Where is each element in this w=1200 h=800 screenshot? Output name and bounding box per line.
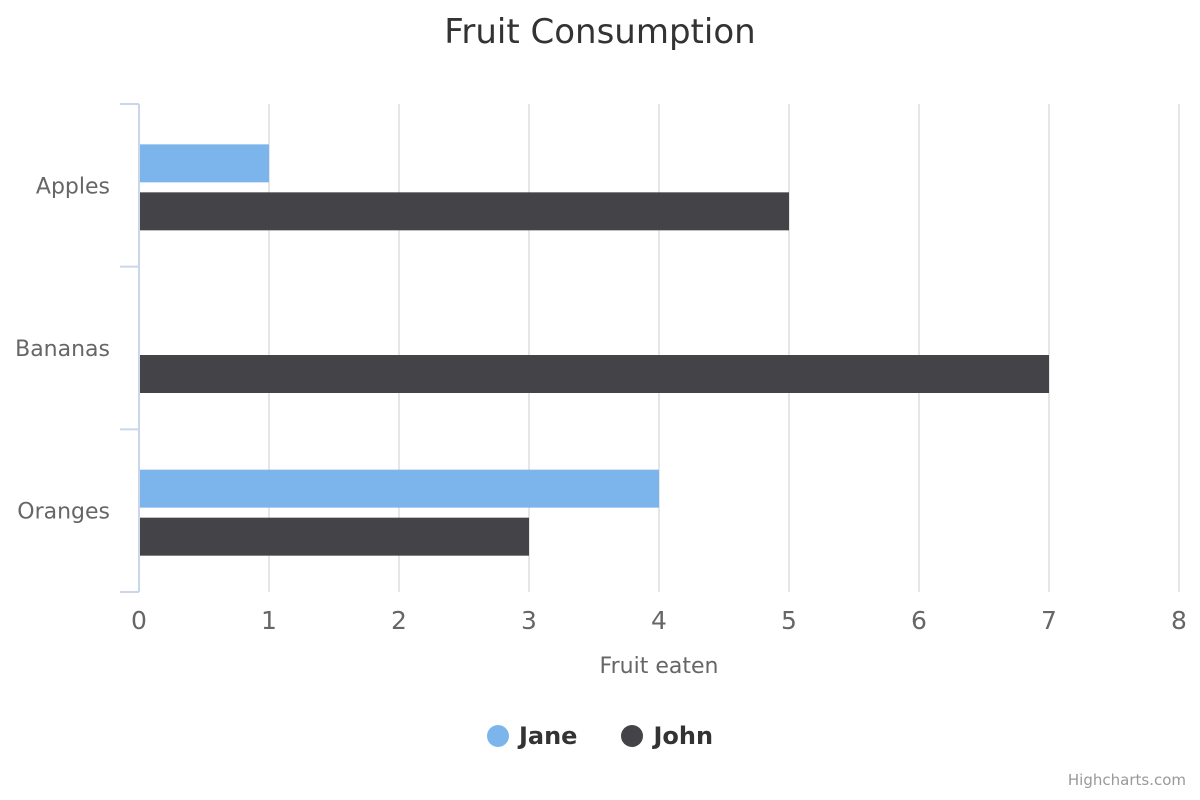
legend-item-jane[interactable]: Jane [486,722,578,750]
category-label-bananas: Bananas [15,337,110,362]
value-tick-label-6: 6 [911,606,927,635]
category-label-apples: Apples [36,174,110,199]
bar-jane-oranges[interactable] [140,469,659,508]
legend-label: Jane [518,722,578,750]
value-tick-label-2: 2 [391,606,407,635]
legend-label: John [653,722,714,750]
legend-marker-icon [486,725,509,747]
legend-item-john[interactable]: John [621,722,713,750]
legend-marker-icon [621,725,644,747]
highcharts-credits-link[interactable]: Highcharts.com [1067,771,1186,789]
value-tick-label-8: 8 [1171,606,1187,635]
bar-john-bananas[interactable] [140,355,1049,393]
value-tick-label-4: 4 [651,606,667,635]
value-tick-label-3: 3 [521,606,537,635]
value-tick-label-1: 1 [261,606,277,635]
category-label-oranges: Oranges [17,500,110,525]
legend: Jane John [0,722,1200,750]
value-tick-label-5: 5 [781,606,797,635]
value-tick-label-7: 7 [1041,606,1057,635]
chart-title: Fruit Consumption [444,12,756,52]
value-axis-title: Fruit eaten [599,654,719,679]
value-tick-label-0: 0 [131,606,147,635]
bar-john-oranges[interactable] [140,517,529,556]
bar-jane-apples[interactable] [140,144,269,183]
bar-john-apples[interactable] [140,192,789,231]
